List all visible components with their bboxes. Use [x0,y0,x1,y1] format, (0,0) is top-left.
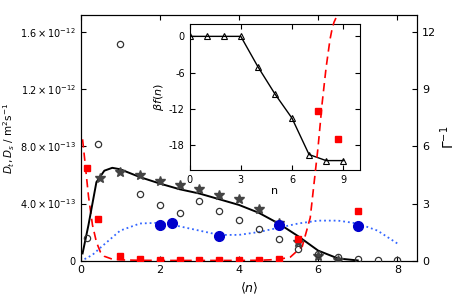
Y-axis label: $\beta f(n)$: $\beta f(n)$ [152,83,166,111]
X-axis label: n: n [271,186,279,196]
Y-axis label: $D_t, D_s$ / m$^2$s$^{-1}$: $D_t, D_s$ / m$^2$s$^{-1}$ [1,102,17,174]
X-axis label: $\langle n \rangle$: $\langle n \rangle$ [239,281,258,296]
Y-axis label: $\Gamma^{-1}$: $\Gamma^{-1}$ [439,126,457,149]
